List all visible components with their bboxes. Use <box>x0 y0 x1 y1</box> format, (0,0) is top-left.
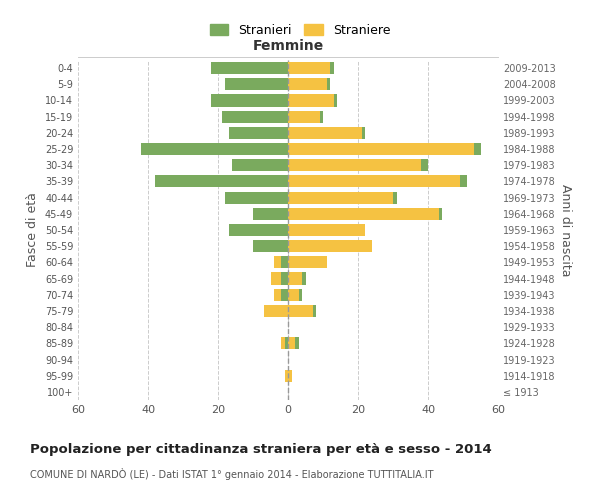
Bar <box>299 288 302 301</box>
Bar <box>225 78 288 90</box>
Bar <box>274 256 281 268</box>
Bar <box>330 62 334 74</box>
Bar <box>281 338 284 349</box>
Bar <box>274 288 281 301</box>
Bar <box>460 176 467 188</box>
Bar <box>288 62 330 74</box>
Bar <box>288 208 439 220</box>
Bar <box>334 94 337 106</box>
Bar <box>284 370 288 382</box>
Bar <box>288 78 326 90</box>
Bar <box>284 338 288 349</box>
Bar <box>232 159 288 172</box>
Bar <box>271 272 281 284</box>
Bar <box>288 159 421 172</box>
Bar <box>326 78 330 90</box>
Bar <box>281 272 288 284</box>
Bar <box>320 110 323 122</box>
Bar <box>361 127 365 139</box>
Text: Femmine: Femmine <box>253 39 323 53</box>
Bar <box>221 110 288 122</box>
Text: COMUNE DI NARDÒ (LE) - Dati ISTAT 1° gennaio 2014 - Elaborazione TUTTITALIA.IT: COMUNE DI NARDÒ (LE) - Dati ISTAT 1° gen… <box>30 468 433 479</box>
Bar <box>229 127 288 139</box>
Y-axis label: Anni di nascita: Anni di nascita <box>559 184 572 276</box>
Bar <box>288 192 393 203</box>
Bar <box>288 256 326 268</box>
Bar <box>439 208 442 220</box>
Bar <box>313 305 316 317</box>
Bar <box>288 127 361 139</box>
Bar <box>473 143 481 155</box>
Bar <box>295 338 299 349</box>
Bar <box>288 272 302 284</box>
Bar <box>253 208 288 220</box>
Bar <box>288 305 313 317</box>
Bar <box>225 192 288 203</box>
Bar <box>281 288 288 301</box>
Bar <box>211 62 288 74</box>
Bar <box>141 143 288 155</box>
Bar <box>288 143 473 155</box>
Bar <box>302 272 305 284</box>
Bar <box>288 110 320 122</box>
Legend: Stranieri, Straniere: Stranieri, Straniere <box>205 18 395 42</box>
Bar <box>288 240 372 252</box>
Bar <box>288 224 365 236</box>
Bar <box>229 224 288 236</box>
Bar <box>281 256 288 268</box>
Bar <box>211 94 288 106</box>
Bar <box>393 192 397 203</box>
Bar <box>263 305 288 317</box>
Bar <box>288 288 299 301</box>
Bar <box>421 159 428 172</box>
Bar <box>288 338 295 349</box>
Y-axis label: Fasce di età: Fasce di età <box>26 192 39 268</box>
Bar <box>288 94 334 106</box>
Bar <box>155 176 288 188</box>
Text: Popolazione per cittadinanza straniera per età e sesso - 2014: Popolazione per cittadinanza straniera p… <box>30 442 492 456</box>
Bar <box>253 240 288 252</box>
Bar <box>288 176 460 188</box>
Bar <box>288 370 292 382</box>
